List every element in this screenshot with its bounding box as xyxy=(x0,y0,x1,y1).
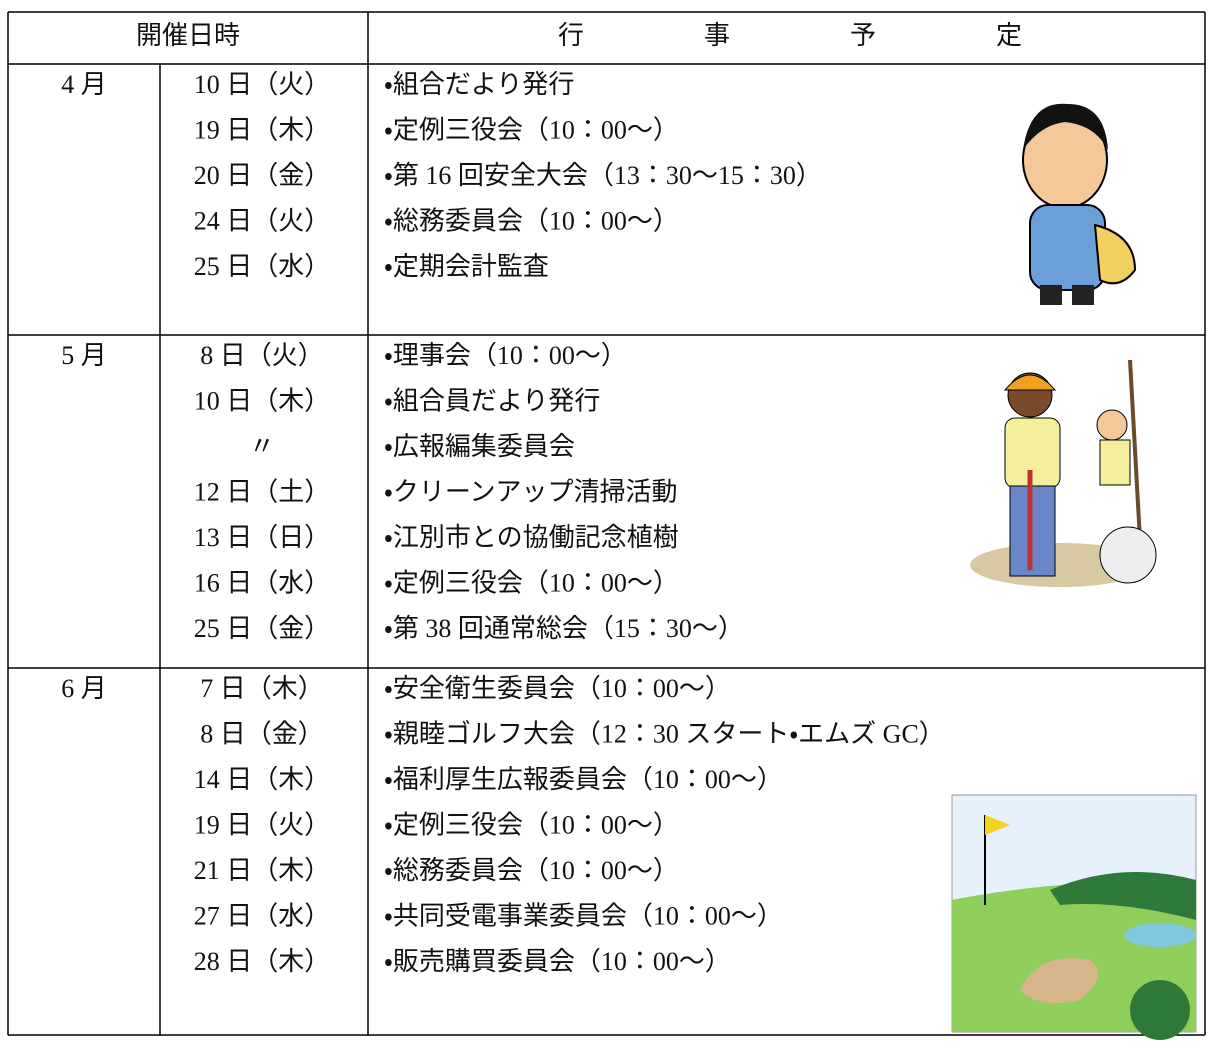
date: 28 日（木） xyxy=(194,947,331,976)
date: 20 日（金） xyxy=(194,161,331,190)
month-label: 5 月 xyxy=(61,341,107,370)
month-label: 4 月 xyxy=(61,70,107,99)
date: 25 日（水） xyxy=(194,252,331,281)
planting-illustration xyxy=(970,359,1157,587)
date: 8 日（金） xyxy=(200,719,324,748)
event: ・共同受電事業委員会（10：00～） xyxy=(384,901,783,930)
date: 14 日（木） xyxy=(194,765,331,794)
date: 10 日（火） xyxy=(194,70,331,99)
worker-illustration xyxy=(1022,103,1137,305)
event: ・販売購買委員会（10：00～） xyxy=(384,947,731,976)
event: ・総務委員会（10：00～） xyxy=(384,856,679,885)
date: 19 日（木） xyxy=(194,115,331,144)
event: ・総務委員会（10：00～） xyxy=(384,206,679,235)
event: ・定例三役会（10：00～） xyxy=(384,810,679,839)
date: 8 日（火） xyxy=(200,341,324,370)
event: ・安全衛生委員会（10：00～） xyxy=(384,674,731,703)
event: ・定例三役会（10：00～） xyxy=(384,568,679,597)
date: 10 日（木） xyxy=(194,386,331,415)
date: 7 日（木） xyxy=(200,674,324,703)
event: ・江別市との協働記念植樹 xyxy=(384,523,679,552)
date: 16 日（水） xyxy=(194,568,331,597)
header-date: 開催日時 xyxy=(136,21,240,50)
event: ・クリーンアップ清掃活動 xyxy=(384,477,678,506)
date: 13 日（日） xyxy=(194,523,331,552)
date: 21 日（木） xyxy=(194,856,331,885)
date: 25 日（金） xyxy=(194,614,331,643)
event: ・第 16 回安全大会（13：30～15：30） xyxy=(384,161,822,190)
event: ・広報編集委員会 xyxy=(384,432,575,461)
date: 〃 xyxy=(249,432,275,461)
date: 27 日（水） xyxy=(194,901,331,930)
date: 24 日（火） xyxy=(194,206,331,235)
event: ・定例三役会（10：00～） xyxy=(384,115,679,144)
event: ・定期会計監査 xyxy=(384,252,549,281)
header-events: 行事予定 xyxy=(558,21,1142,50)
event: ・組合員だより発行 xyxy=(384,386,600,415)
golf-illustration xyxy=(951,794,1197,1040)
event: ・理事会（10：00～） xyxy=(384,341,627,370)
month-label: 6 月 xyxy=(61,674,107,703)
date: 19 日（火） xyxy=(194,810,331,839)
event: ・第 38 回通常総会（15：30～） xyxy=(384,614,744,643)
event: ・福利厚生広報委員会（10：00～） xyxy=(384,765,783,794)
date: 12 日（土） xyxy=(194,477,331,506)
event: ・組合だより発行 xyxy=(384,70,574,99)
event: ・親睦ゴルフ大会（12：30 スタート・エムズ GC） xyxy=(384,719,945,748)
